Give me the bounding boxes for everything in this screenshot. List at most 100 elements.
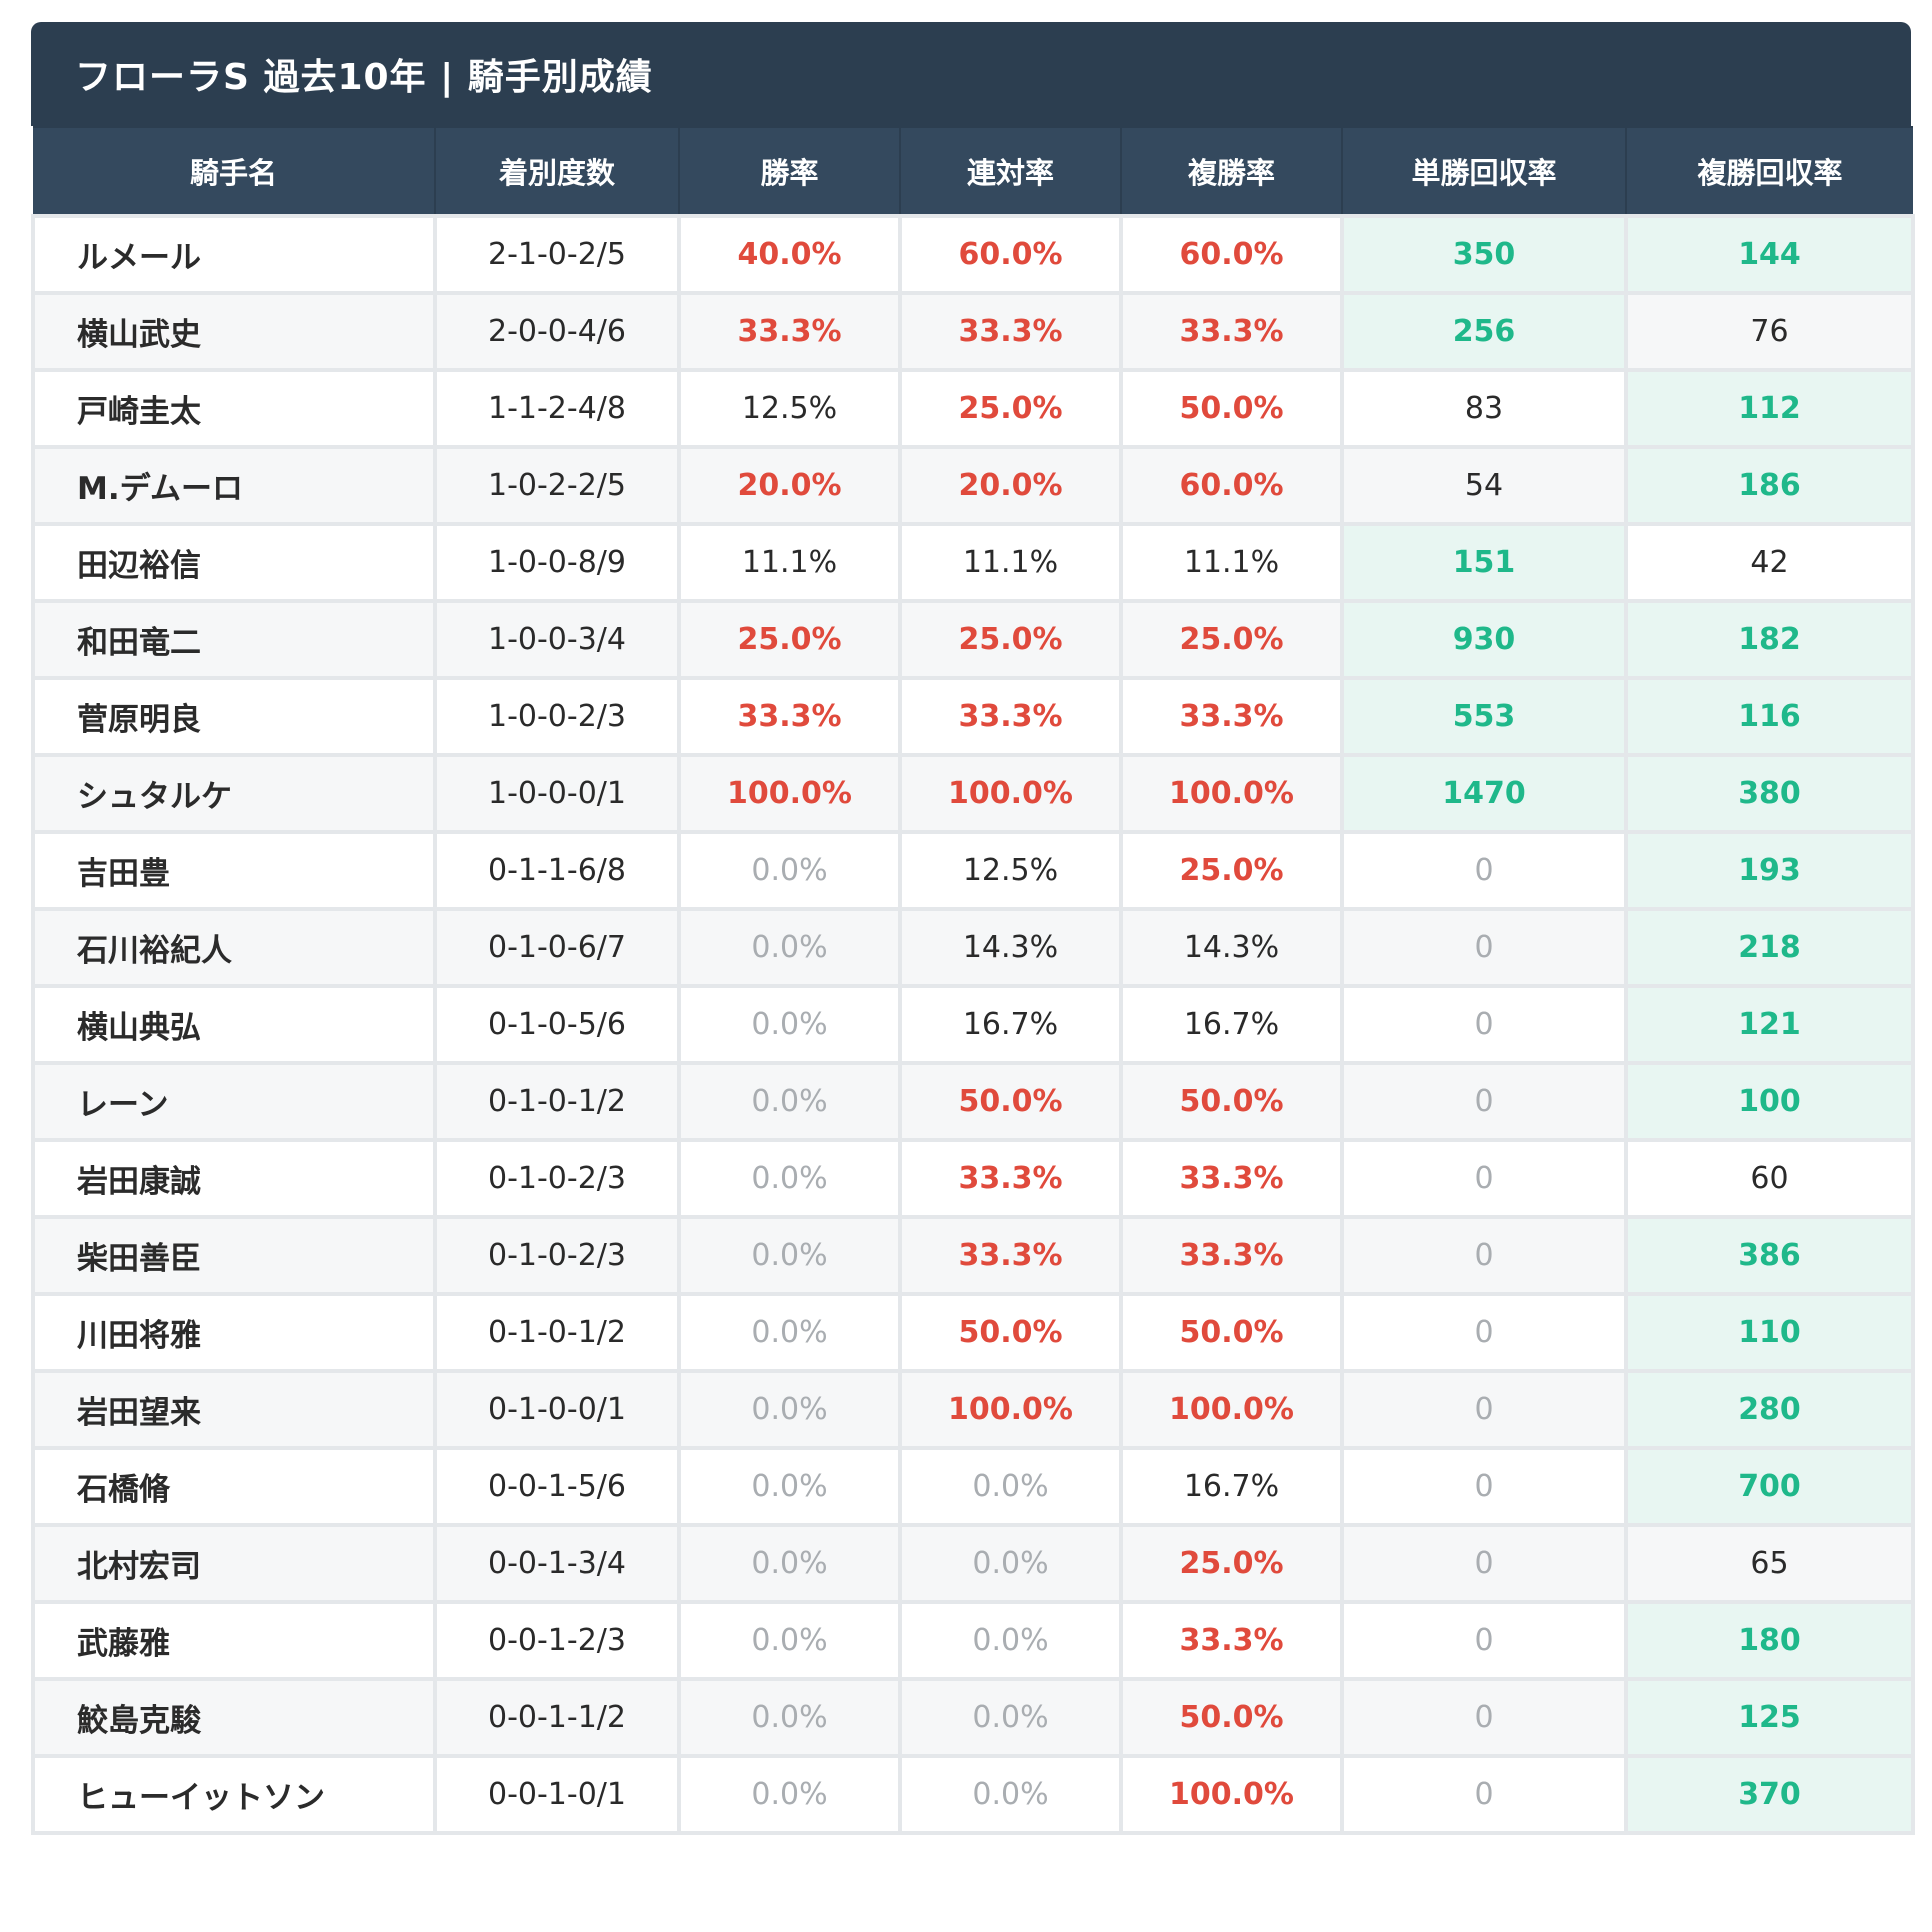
jockey-name-cell: M.デムーロ [31,445,437,526]
table-row[interactable]: ヒューイットソン 0-0-1-0/1 0.0% 0.0% 100.0% 0 370 [31,1754,1915,1835]
column-header-win-rate[interactable]: 勝率 [679,126,901,216]
table-row[interactable]: シュタルケ 1-0-0-0/1 100.0% 100.0% 100.0% 1470 380 [31,753,1915,834]
column-header-win-return[interactable]: 単勝回収率 [1342,126,1627,216]
quinella-rate-cell: 25.0% [898,599,1123,680]
win-return-cell: 0 [1340,1446,1628,1527]
jockey-name-cell: 和田竜二 [31,599,437,680]
place-return-cell: 180 [1624,1600,1915,1681]
record-cell: 1-0-0-3/4 [433,599,681,680]
place-rate-cell: 100.0% [1119,753,1344,834]
jockey-name-cell: 川田将雅 [31,1292,437,1373]
place-rate-cell: 50.0% [1119,1677,1344,1758]
win-rate-cell: 12.5% [677,368,902,449]
place-rate-cell: 16.7% [1119,984,1344,1065]
win-return-cell: 930 [1340,599,1628,680]
table-row[interactable]: 戸崎圭太 1-1-2-4/8 12.5% 25.0% 50.0% 83 112 [31,368,1915,449]
win-rate-cell: 100.0% [677,753,902,834]
record-cell: 0-0-1-2/3 [433,1600,681,1681]
quinella-rate-cell: 0.0% [898,1600,1123,1681]
quinella-rate-cell: 11.1% [898,522,1123,603]
win-return-cell: 0 [1340,1215,1628,1296]
table-row[interactable]: 川田将雅 0-1-0-1/2 0.0% 50.0% 50.0% 0 110 [31,1292,1915,1373]
jockey-name-cell: 田辺裕信 [31,522,437,603]
place-return-cell: 110 [1624,1292,1915,1373]
win-rate-cell: 0.0% [677,1292,902,1373]
jockey-name-cell: 吉田豊 [31,830,437,911]
jockey-name-cell: 石川裕紀人 [31,907,437,988]
record-cell: 0-0-1-1/2 [433,1677,681,1758]
table-row[interactable]: 横山典弘 0-1-0-5/6 0.0% 16.7% 16.7% 0 121 [31,984,1915,1065]
table-row[interactable]: 北村宏司 0-0-1-3/4 0.0% 0.0% 25.0% 0 65 [31,1523,1915,1604]
table-row[interactable]: 田辺裕信 1-0-0-8/9 11.1% 11.1% 11.1% 151 42 [31,522,1915,603]
place-return-cell: 144 [1624,214,1915,295]
place-return-cell: 380 [1624,753,1915,834]
place-return-cell: 121 [1624,984,1915,1065]
place-return-cell: 386 [1624,1215,1915,1296]
table-row[interactable]: 岩田望来 0-1-0-0/1 0.0% 100.0% 100.0% 0 280 [31,1369,1915,1450]
place-rate-cell: 25.0% [1119,830,1344,911]
place-rate-cell: 11.1% [1119,522,1344,603]
record-cell: 0-0-1-3/4 [433,1523,681,1604]
column-header-jockey[interactable]: 騎手名 [33,126,436,216]
column-header-quinella-rate[interactable]: 連対率 [900,126,1122,216]
column-header-record[interactable]: 着別度数 [435,126,680,216]
place-rate-cell: 14.3% [1119,907,1344,988]
win-rate-cell: 0.0% [677,1523,902,1604]
table-row[interactable]: M.デムーロ 1-0-2-2/5 20.0% 20.0% 60.0% 54 186 [31,445,1915,526]
place-return-cell: 42 [1624,522,1915,603]
win-rate-cell: 0.0% [677,1446,902,1527]
jockey-name-cell: 横山武史 [31,291,437,372]
record-cell: 0-1-1-6/8 [433,830,681,911]
record-cell: 1-1-2-4/8 [433,368,681,449]
table-row[interactable]: レーン 0-1-0-1/2 0.0% 50.0% 50.0% 0 100 [31,1061,1915,1142]
table-row[interactable]: 吉田豊 0-1-1-6/8 0.0% 12.5% 25.0% 0 193 [31,830,1915,911]
quinella-rate-cell: 50.0% [898,1292,1123,1373]
win-rate-cell: 33.3% [677,291,902,372]
place-return-cell: 193 [1624,830,1915,911]
jockey-name-cell: ヒューイットソン [31,1754,437,1835]
quinella-rate-cell: 16.7% [898,984,1123,1065]
win-return-cell: 0 [1340,907,1628,988]
column-header-place-rate[interactable]: 複勝率 [1121,126,1343,216]
record-cell: 2-0-0-4/6 [433,291,681,372]
table-row[interactable]: 横山武史 2-0-0-4/6 33.3% 33.3% 33.3% 256 76 [31,291,1915,372]
record-cell: 0-1-0-2/3 [433,1138,681,1219]
column-header-place-return[interactable]: 複勝回収率 [1626,126,1913,216]
stats-panel: フローラS 過去10年 | 騎手別成績 騎手名 着別度数 勝率 連対率 複勝率 … [31,22,1915,1835]
jockey-stats-table: 騎手名 着別度数 勝率 連対率 複勝率 単勝回収率 複勝回収率 ルメール 2-1-… [31,126,1915,1835]
place-return-cell: 218 [1624,907,1915,988]
quinella-rate-cell: 33.3% [898,1215,1123,1296]
win-return-cell: 256 [1340,291,1628,372]
jockey-name-cell: 柴田善臣 [31,1215,437,1296]
table-row[interactable]: ルメール 2-1-0-2/5 40.0% 60.0% 60.0% 350 144 [31,214,1915,295]
quinella-rate-cell: 100.0% [898,1369,1123,1450]
quinella-rate-cell: 50.0% [898,1061,1123,1142]
place-rate-cell: 60.0% [1119,214,1344,295]
table-row[interactable]: 石川裕紀人 0-1-0-6/7 0.0% 14.3% 14.3% 0 218 [31,907,1915,988]
place-return-cell: 100 [1624,1061,1915,1142]
place-return-cell: 280 [1624,1369,1915,1450]
quinella-rate-cell: 14.3% [898,907,1123,988]
table-row[interactable]: 菅原明良 1-0-0-2/3 33.3% 33.3% 33.3% 553 116 [31,676,1915,757]
table-row[interactable]: 和田竜二 1-0-0-3/4 25.0% 25.0% 25.0% 930 182 [31,599,1915,680]
place-rate-cell: 50.0% [1119,368,1344,449]
table-row[interactable]: 岩田康誠 0-1-0-2/3 0.0% 33.3% 33.3% 0 60 [31,1138,1915,1219]
quinella-rate-cell: 33.3% [898,1138,1123,1219]
record-cell: 1-0-2-2/5 [433,445,681,526]
record-cell: 0-1-0-1/2 [433,1061,681,1142]
table-row[interactable]: 鮫島克駿 0-0-1-1/2 0.0% 0.0% 50.0% 0 125 [31,1677,1915,1758]
table-row[interactable]: 柴田善臣 0-1-0-2/3 0.0% 33.3% 33.3% 0 386 [31,1215,1915,1296]
record-cell: 0-1-0-0/1 [433,1369,681,1450]
place-rate-cell: 33.3% [1119,676,1344,757]
jockey-name-cell: シュタルケ [31,753,437,834]
place-rate-cell: 60.0% [1119,445,1344,526]
place-rate-cell: 100.0% [1119,1369,1344,1450]
table-row[interactable]: 武藤雅 0-0-1-2/3 0.0% 0.0% 33.3% 0 180 [31,1600,1915,1681]
table-row[interactable]: 石橋脩 0-0-1-5/6 0.0% 0.0% 16.7% 0 700 [31,1446,1915,1527]
win-return-cell: 0 [1340,1677,1628,1758]
jockey-name-cell: 戸崎圭太 [31,368,437,449]
jockey-name-cell: レーン [31,1061,437,1142]
place-rate-cell: 33.3% [1119,1215,1344,1296]
record-cell: 2-1-0-2/5 [433,214,681,295]
jockey-name-cell: 横山典弘 [31,984,437,1065]
